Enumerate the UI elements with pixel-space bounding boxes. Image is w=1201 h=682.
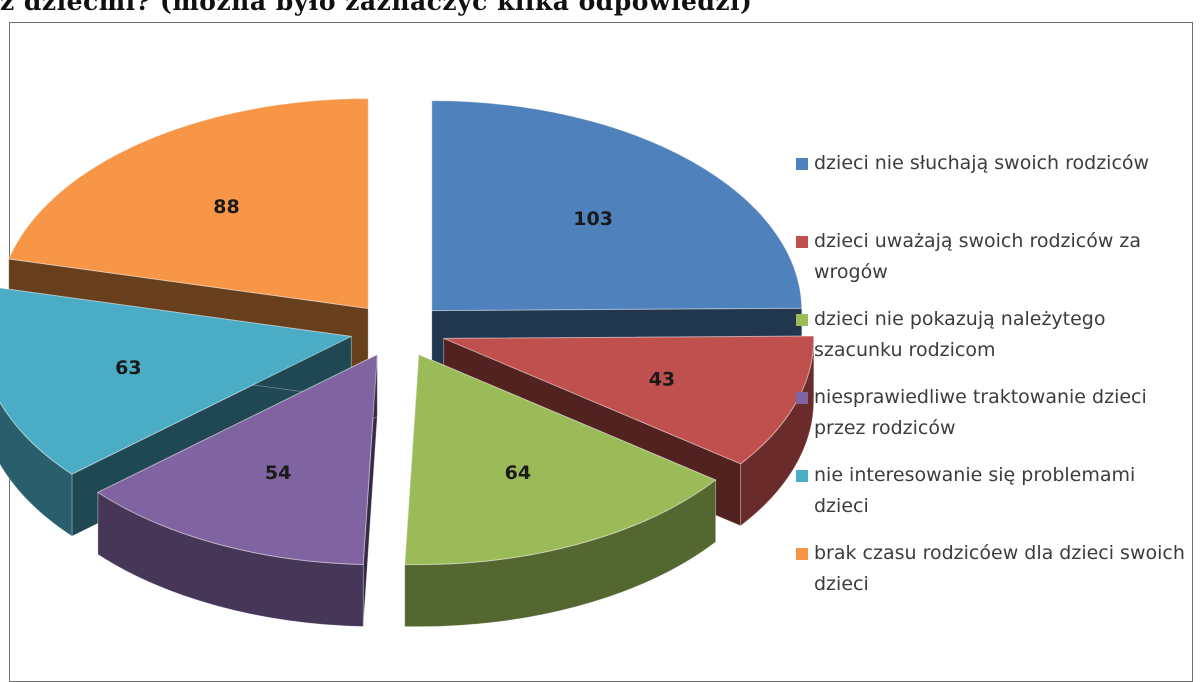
legend-label: dzieci nie słuchają swoich rodziców bbox=[814, 152, 1150, 174]
pie-slice-1: 103 bbox=[431, 100, 803, 373]
data-label-6: 88 bbox=[213, 196, 239, 218]
legend-item-1: dzieci nie słuchają swoich rodziców bbox=[796, 148, 1196, 226]
data-label-5: 63 bbox=[115, 357, 141, 379]
data-label-4: 54 bbox=[265, 462, 291, 484]
data-label-3: 64 bbox=[505, 462, 531, 484]
legend-swatch bbox=[796, 470, 808, 482]
legend-item-3: dzieci nie pokazują należytego szacunku … bbox=[796, 304, 1196, 382]
legend-swatch bbox=[796, 314, 808, 326]
data-label-2: 43 bbox=[649, 369, 675, 391]
legend-label: dzieci nie pokazują należytego szacunku … bbox=[814, 308, 1106, 361]
chart-question-heading: z dziećmi? (można było zaznaczyć kilka o… bbox=[0, 0, 753, 16]
legend-item-6: brak czasu rodzicóew dla dzieci swoich d… bbox=[796, 538, 1196, 616]
pie-slice-4: 54 bbox=[96, 353, 378, 627]
legend-swatch bbox=[796, 158, 808, 170]
chart-legend: dzieci nie słuchają swoich rodziców dziec… bbox=[796, 148, 1196, 616]
legend-swatch bbox=[796, 392, 808, 404]
legend-item-4: niesprawiedliwe traktowanie dzieci przez… bbox=[796, 382, 1196, 460]
pie-slice-3: 64 bbox=[404, 353, 717, 628]
legend-swatch bbox=[796, 548, 808, 560]
legend-swatch bbox=[796, 236, 808, 248]
legend-label: brak czasu rodzicóew dla dzieci swoich d… bbox=[814, 542, 1185, 595]
legend-label: dzieci uważają swoich rodziców za wrogów bbox=[814, 230, 1142, 283]
legend-item-2: dzieci uważają swoich rodziców za wrogów bbox=[796, 226, 1196, 304]
data-label-1: 103 bbox=[573, 208, 613, 230]
legend-label: nie interesowanie się problemami dzieci bbox=[814, 464, 1136, 517]
legend-item-5: nie interesowanie się problemami dzieci bbox=[796, 460, 1196, 538]
legend-label: niesprawiedliwe traktowanie dzieci przez… bbox=[814, 386, 1147, 439]
